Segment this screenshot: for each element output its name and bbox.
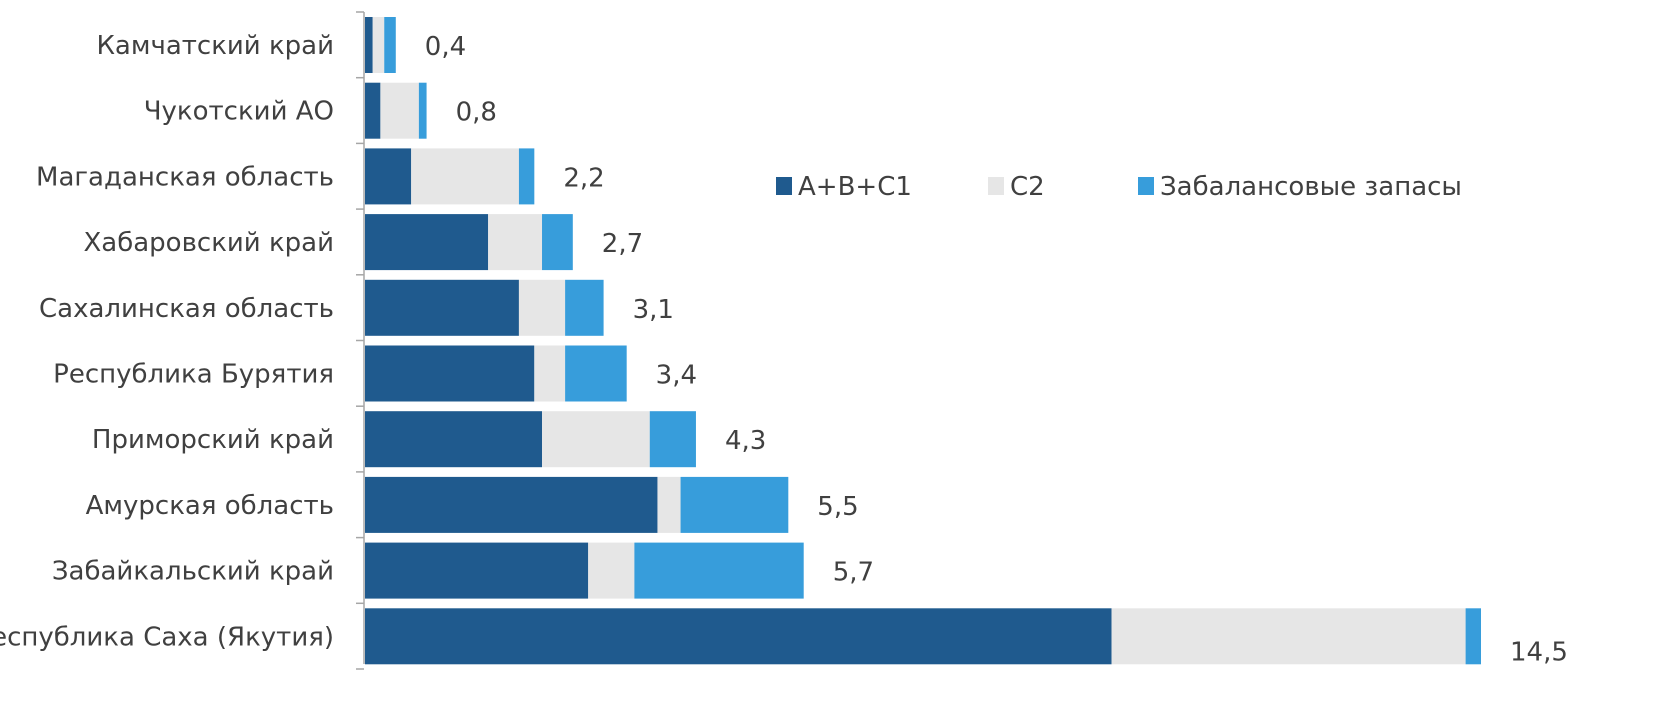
- legend-swatch: [988, 177, 1004, 195]
- category-label: Сахалинская область: [39, 294, 334, 324]
- label-group: Камчатский край 0,4 Чукотский АО 0,8 Магадан…: [0, 31, 1568, 667]
- legend-swatch: [776, 177, 792, 195]
- total-value-label: 3,4: [656, 361, 697, 391]
- bar-сахалинская-область-series-3: [565, 279, 604, 336]
- bar-республика-бурятия-series-2: [534, 345, 566, 402]
- legend: A+B+C1 C2 Забалансовые запасы: [776, 172, 1462, 202]
- category-label: Магаданская область: [36, 162, 334, 192]
- category-label: Камчатский край: [96, 31, 334, 61]
- bar-приморский-край-series-3: [649, 411, 696, 468]
- legend-label: A+B+C1: [798, 172, 912, 202]
- total-value-label: 2,7: [602, 229, 643, 259]
- legend-label: Забалансовые запасы: [1160, 172, 1462, 202]
- bar-камчатский-край-series-3: [384, 17, 396, 73]
- bar-хабаровский-край-series-1: [365, 214, 489, 271]
- bar-магаданская-область-series-3: [518, 148, 535, 205]
- total-value-label: 5,7: [833, 558, 874, 588]
- total-value-label: 2,2: [563, 163, 604, 193]
- category-label: Республика Бурятия: [53, 360, 334, 390]
- bar-чукотский-ао-series-3: [418, 82, 427, 139]
- bar-group: [365, 17, 1481, 665]
- bar-чукотский-ао-series-2: [380, 82, 419, 139]
- bar-магаданская-область-series-1: [365, 148, 412, 205]
- category-label: Забайкальский край: [52, 557, 334, 587]
- category-label: Амурская область: [86, 491, 334, 521]
- total-value-label: 14,5: [1510, 637, 1568, 667]
- bar-республика-бурятия-series-1: [365, 345, 535, 402]
- bar-магаданская-область-series-2: [411, 148, 519, 205]
- bar-чукотский-ао-series-1: [365, 82, 381, 139]
- total-value-label: 5,5: [817, 492, 858, 522]
- bar-камчатский-край-series-1: [365, 17, 373, 73]
- total-value-label: 4,3: [725, 426, 766, 456]
- bar-камчатский-край-series-2: [372, 17, 385, 73]
- bar-хабаровский-край-series-3: [542, 214, 573, 271]
- bar-забайкальский-край-series-3: [634, 542, 804, 599]
- bar-амурская-область-series-3: [680, 476, 789, 533]
- bar-приморский-край-series-2: [542, 411, 650, 468]
- bar-республика-саха-якутия-series-2: [1111, 608, 1466, 665]
- total-value-label: 3,1: [633, 295, 674, 325]
- bar-амурская-область-series-2: [657, 476, 681, 533]
- bar-сахалинская-область-series-2: [518, 279, 566, 336]
- bar-забайкальский-край-series-1: [365, 542, 589, 599]
- category-axis: [356, 11, 365, 670]
- bar-амурская-область-series-1: [365, 476, 658, 533]
- bar-республика-саха-якутия-series-3: [1465, 608, 1481, 665]
- bar-приморский-край-series-1: [365, 411, 543, 468]
- total-value-label: 0,8: [456, 98, 497, 128]
- category-label: Чукотский АО: [144, 97, 334, 127]
- legend-swatch: [1138, 177, 1154, 195]
- bar-сахалинская-область-series-1: [365, 279, 519, 336]
- category-label: Приморский край: [92, 425, 334, 455]
- category-label: Республика Саха (Якутия): [0, 622, 334, 652]
- bar-республика-саха-якутия-series-1: [365, 608, 1112, 665]
- legend-label: C2: [1010, 172, 1045, 202]
- bar-хабаровский-край-series-2: [488, 214, 543, 271]
- bar-забайкальский-край-series-2: [588, 542, 635, 599]
- bar-республика-бурятия-series-3: [565, 345, 627, 402]
- total-value-label: 0,4: [425, 32, 466, 62]
- category-label: Хабаровский край: [83, 228, 334, 258]
